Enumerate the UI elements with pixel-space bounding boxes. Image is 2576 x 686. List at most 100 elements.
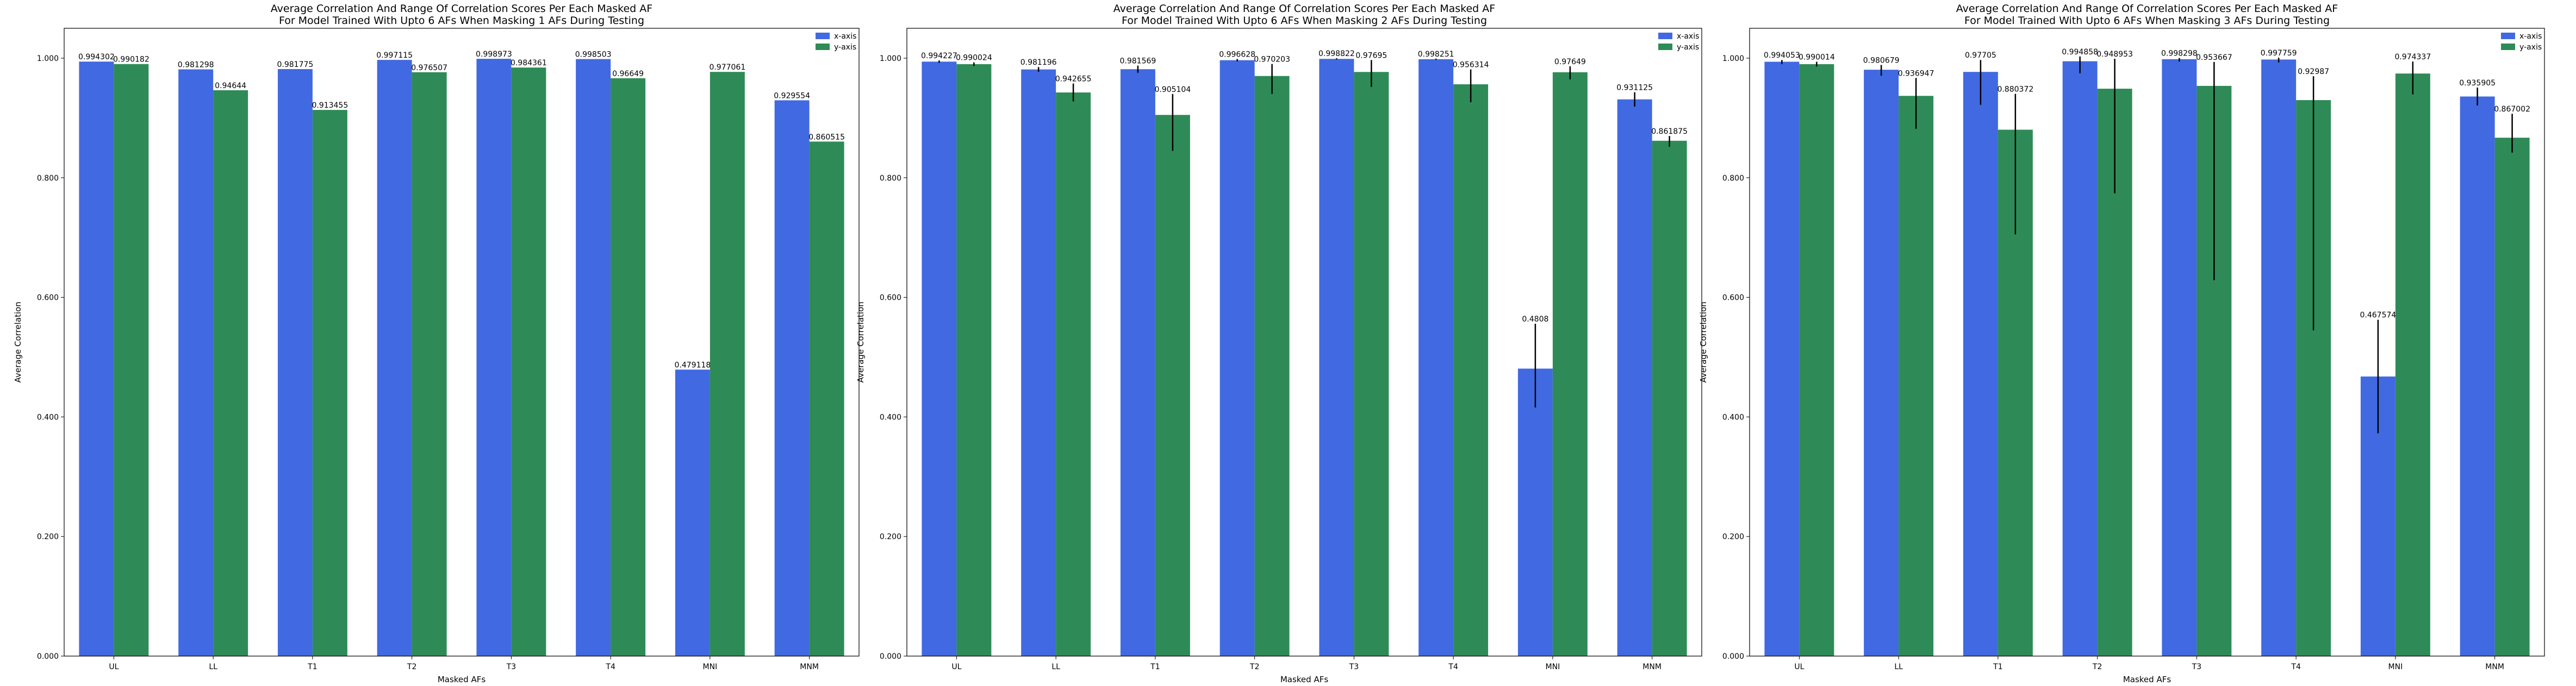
data-label-y-axis-T3: 0.953667 xyxy=(2196,53,2232,62)
data-label-y-axis-MNI: 0.977061 xyxy=(709,63,745,72)
y-tick-label: 1.000 xyxy=(880,54,901,63)
x-tick-label: UL xyxy=(1794,663,1804,671)
legend-swatch-x-axis xyxy=(816,33,830,39)
x-tick-label: MNI xyxy=(1546,663,1560,671)
data-label-x-axis-UL: 0.994302 xyxy=(78,53,115,61)
bar-y-axis-MNI xyxy=(1552,72,1588,656)
y-tick-label: 0.200 xyxy=(37,533,59,541)
chart-subtitle: For Model Trained With Upto 6 AFs When M… xyxy=(1964,15,2330,27)
x-tick-label: T3 xyxy=(1349,663,1359,671)
y-tick-label: 0.000 xyxy=(880,652,901,661)
data-label-x-axis-T3: 0.998973 xyxy=(476,50,512,59)
data-label-x-axis-T1: 0.97705 xyxy=(1965,51,1996,60)
data-label-y-axis-UL: 0.990024 xyxy=(956,54,992,63)
data-label-y-axis-MNI: 0.97649 xyxy=(1554,58,1586,66)
data-label-x-axis-T2: 0.994858 xyxy=(2062,48,2098,57)
data-label-x-axis-T4: 0.998251 xyxy=(1418,50,1454,59)
data-label-x-axis-UL: 0.994227 xyxy=(921,52,957,60)
legend-label-y-axis: y-axis xyxy=(1677,43,1699,52)
legend-label-x-axis: x-axis xyxy=(1677,32,1699,41)
data-label-y-axis-T2: 0.976507 xyxy=(411,64,447,72)
bar-x-axis-T4 xyxy=(576,59,611,656)
plot-frame xyxy=(1749,28,2545,657)
x-tick-label: T4 xyxy=(605,663,615,671)
bar-y-axis-T1 xyxy=(312,110,347,656)
bar-x-axis-MNI xyxy=(1517,368,1553,656)
x-axis-label: Masked AFs xyxy=(2123,675,2171,684)
x-axis-label: Masked AFs xyxy=(1280,675,1329,684)
y-tick-label: 0.600 xyxy=(880,294,901,302)
y-tick-label: 0.200 xyxy=(880,533,901,541)
bar-x-axis-T4 xyxy=(1418,59,1454,656)
bar-x-axis-UL xyxy=(79,61,114,657)
data-label-y-axis-LL: 0.936947 xyxy=(1898,69,1934,78)
bar-x-axis-T3 xyxy=(476,59,512,657)
data-label-y-axis-MNM: 0.861875 xyxy=(1651,127,1688,136)
data-label-x-axis-T3: 0.998298 xyxy=(2161,50,2198,58)
legend-swatch-y-axis xyxy=(2501,44,2515,50)
y-tick-label: 0.600 xyxy=(1722,294,1744,302)
bar-y-axis-T2 xyxy=(412,72,447,656)
bar-y-axis-MNM xyxy=(809,141,844,656)
data-label-y-axis-T1: 0.880372 xyxy=(1997,85,2033,94)
data-label-x-axis-MNM: 0.929554 xyxy=(774,91,810,100)
data-label-y-axis-T2: 0.948953 xyxy=(2096,50,2133,59)
legend-label-y-axis: y-axis xyxy=(2519,43,2542,52)
data-label-y-axis-MNM: 0.860515 xyxy=(808,133,845,141)
bar-y-axis-MNI xyxy=(710,72,745,656)
bar-y-axis-T2 xyxy=(1254,76,1290,657)
bar-y-axis-LL xyxy=(213,90,248,656)
bar-y-axis-UL xyxy=(956,64,992,656)
data-label-y-axis-LL: 0.94644 xyxy=(215,82,246,90)
bar-y-axis-T4 xyxy=(1453,84,1489,657)
y-tick-label: 0.800 xyxy=(1722,174,1744,183)
bar-y-axis-T4 xyxy=(611,78,646,656)
chart-subtitle: For Model Trained With Upto 6 AFs When M… xyxy=(279,15,644,27)
data-label-y-axis-T1: 0.913455 xyxy=(312,101,348,110)
legend-label-x-axis: x-axis xyxy=(2519,32,2542,41)
bar-x-axis-T1 xyxy=(1963,72,1998,656)
bar-y-axis-T1 xyxy=(1155,115,1190,656)
x-tick-label: MNI xyxy=(2388,663,2403,671)
x-tick-label: T2 xyxy=(1249,663,1259,671)
y-tick-label: 0.000 xyxy=(37,652,59,661)
bar-y-axis-UL xyxy=(114,64,149,657)
y-tick-label: 0.200 xyxy=(1722,533,1744,541)
y-tick-label: 0.400 xyxy=(1722,413,1744,422)
data-label-y-axis-LL: 0.942655 xyxy=(1055,75,1092,83)
bar-y-axis-T3 xyxy=(511,67,546,657)
data-label-x-axis-T4: 0.997759 xyxy=(2261,49,2297,58)
chart-panel-1: Average Correlation And Range Of Correla… xyxy=(13,3,860,684)
legend: x-axis y-axis xyxy=(2501,32,2542,52)
bar-x-axis-T4 xyxy=(2261,59,2297,657)
data-label-x-axis-LL: 0.981298 xyxy=(178,61,214,70)
plot-frame xyxy=(64,28,860,657)
bar-y-axis-LL xyxy=(1899,96,1934,657)
x-tick-label: MNM xyxy=(2485,663,2504,671)
data-label-y-axis-UL: 0.990182 xyxy=(113,55,150,64)
y-tick-label: 0.800 xyxy=(37,174,59,183)
bar-x-axis-T1 xyxy=(1120,69,1155,656)
data-label-x-axis-MNI: 0.4808 xyxy=(1522,315,1548,324)
bar-x-axis-T1 xyxy=(277,69,313,656)
legend-swatch-x-axis xyxy=(1658,33,1672,39)
x-tick-label: T2 xyxy=(407,663,416,671)
chart-title: Average Correlation And Range Of Correla… xyxy=(271,3,652,15)
y-tick-label: 1.000 xyxy=(1722,54,1744,63)
data-label-x-axis-T2: 0.997115 xyxy=(376,51,413,60)
x-axis-label: Masked AFs xyxy=(438,675,486,684)
bar-x-axis-T3 xyxy=(1319,59,1354,656)
y-axis-label: Average Correlation xyxy=(13,301,23,382)
data-label-y-axis-T3: 0.984361 xyxy=(511,59,547,67)
data-label-x-axis-T4: 0.998503 xyxy=(575,51,612,59)
bar-x-axis-T3 xyxy=(2162,59,2197,656)
x-tick-label: LL xyxy=(1051,663,1060,671)
bar-y-axis-UL xyxy=(1799,64,1834,656)
x-tick-label: T4 xyxy=(2291,663,2301,671)
data-label-y-axis-T4: 0.96649 xyxy=(612,70,644,78)
bar-y-axis-MNM xyxy=(2494,138,2530,656)
x-tick-label: T1 xyxy=(1993,663,2002,671)
data-label-y-axis-T3: 0.97695 xyxy=(1355,51,1387,60)
data-label-x-axis-LL: 0.981196 xyxy=(1021,58,1057,67)
bar-x-axis-T2 xyxy=(2062,61,2098,657)
